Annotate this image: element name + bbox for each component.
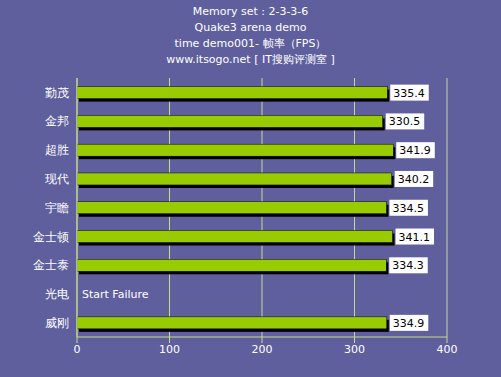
svg-text:金士泰: 金士泰 bbox=[33, 258, 69, 272]
svg-text:400: 400 bbox=[437, 343, 458, 356]
svg-text:341.1: 341.1 bbox=[399, 231, 431, 244]
svg-text:300: 300 bbox=[344, 343, 365, 356]
svg-text:宇瞻: 宇瞻 bbox=[45, 201, 69, 215]
svg-text:Start Failure: Start Failure bbox=[82, 288, 149, 301]
svg-text:勤茂: 勤茂 bbox=[45, 86, 69, 100]
svg-text:0: 0 bbox=[74, 343, 81, 356]
svg-text:341.9: 341.9 bbox=[399, 144, 431, 157]
svg-text:335.4: 335.4 bbox=[393, 87, 425, 100]
html-text:Quake3 arena demo: Quake3 arena demo bbox=[194, 21, 307, 34]
svg-text:340.2: 340.2 bbox=[398, 173, 430, 186]
html-text:time demo001- 帧率（FPS）: time demo001- 帧率（FPS） bbox=[174, 37, 327, 50]
svg-text:现代: 现代 bbox=[45, 172, 69, 186]
html-text:www.itsogo.net [ IT搜购评测室 ]: www.itsogo.net [ IT搜购评测室 ] bbox=[166, 53, 335, 66]
svg-text:334.3: 334.3 bbox=[392, 259, 424, 272]
html-text:Memory set : 2-3-3-6: Memory set : 2-3-3-6 bbox=[192, 5, 309, 18]
svg-text:威刚: 威刚 bbox=[45, 316, 69, 330]
svg-text:100: 100 bbox=[159, 343, 180, 356]
svg-text:334.5: 334.5 bbox=[392, 202, 424, 215]
svg-text:金士顿: 金士顿 bbox=[33, 230, 69, 244]
svg-text:金邦: 金邦 bbox=[45, 114, 69, 128]
svg-text:334.9: 334.9 bbox=[393, 317, 425, 330]
svg-text:330.5: 330.5 bbox=[389, 115, 421, 128]
svg-text:200: 200 bbox=[252, 343, 273, 356]
svg-text:超胜: 超胜 bbox=[45, 143, 69, 157]
svg-text:光电: 光电 bbox=[45, 287, 69, 301]
